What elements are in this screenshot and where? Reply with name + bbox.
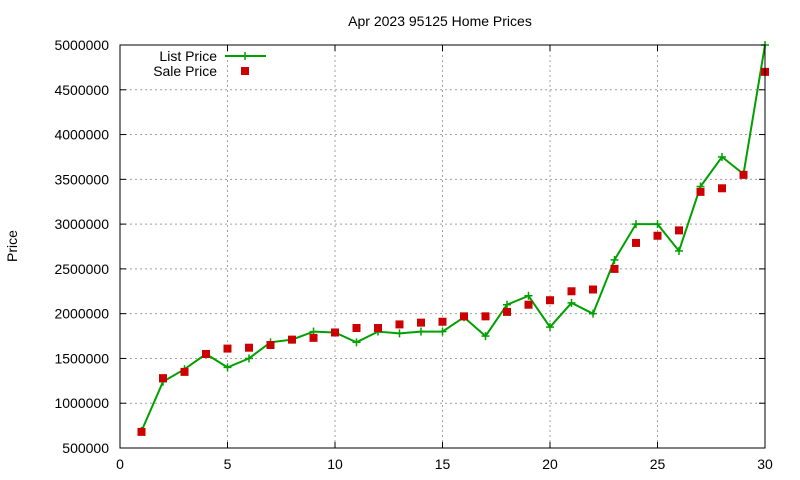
list-price-point [653, 220, 662, 229]
sale-price-point [503, 307, 511, 316]
list-price-point [481, 332, 490, 341]
list-price-point [546, 323, 554, 332]
legend-marker [241, 67, 249, 75]
y-tick-label: 1000000 [54, 395, 109, 411]
y-tick-label: 4500000 [54, 82, 109, 98]
list-price-line [140, 44, 766, 432]
y-axis-label: Price [4, 230, 20, 262]
sale-price-point [374, 323, 382, 332]
list-price-point [675, 246, 683, 255]
sale-price-point [567, 287, 576, 296]
legend-marker [241, 52, 249, 60]
x-tick-label: 20 [542, 456, 558, 472]
sale-price-point [331, 328, 339, 337]
x-tick-label: 30 [757, 456, 773, 472]
y-tick-label: 500000 [62, 440, 109, 456]
axis-ticks: 0 5 10 15 20 25 30 500000 1000000 1500000 2000000 2… [54, 37, 773, 472]
sale-price-point [438, 317, 447, 326]
plot-frame [119, 44, 766, 449]
x-tick-label: 0 [116, 456, 124, 472]
sale-price-point [309, 333, 318, 342]
sale-price-point [546, 296, 554, 305]
legend-entry-sale-price: Sale Price [153, 63, 249, 79]
sale-price-point [137, 427, 146, 436]
sale-price-point [653, 231, 662, 240]
sale-price-point [481, 312, 490, 321]
sale-price-point [739, 170, 748, 179]
grid [120, 45, 765, 448]
list-price-point [589, 309, 597, 318]
sale-price-point [718, 184, 726, 193]
list-price-point [718, 152, 726, 161]
sale-price-point [159, 374, 167, 383]
sale-price-point [202, 349, 210, 358]
list-price-point [395, 329, 404, 338]
sale-price-point [245, 343, 253, 352]
sale-price-point [610, 264, 619, 273]
sale-price-point [352, 323, 361, 332]
legend-label: List Price [159, 48, 217, 64]
legend-label: Sale Price [153, 63, 217, 79]
sale-price-point [460, 312, 468, 321]
sale-price-series [137, 67, 769, 436]
sale-price-point [395, 320, 404, 329]
list-price-point [352, 338, 361, 347]
list-price-point [245, 354, 253, 363]
sale-price-point [696, 187, 705, 196]
chart-title: Apr 2023 95125 Home Prices [348, 13, 532, 29]
sale-price-point [223, 344, 232, 353]
sale-price-point [589, 285, 597, 294]
list-price-point [223, 363, 232, 372]
list-price-point [567, 298, 576, 307]
y-tick-label: 2500000 [54, 261, 109, 277]
y-tick-label: 3000000 [54, 216, 109, 232]
sale-price-point [417, 318, 425, 327]
y-tick-label: 2000000 [54, 306, 109, 322]
list-price-point [632, 220, 640, 229]
list-price-point [438, 327, 447, 336]
x-tick-label: 25 [650, 456, 666, 472]
x-tick-label: 15 [435, 456, 451, 472]
list-price-point [417, 327, 425, 336]
legend-entry-list-price: List Price [159, 48, 266, 64]
sale-price-point [632, 238, 640, 247]
sale-price-point [180, 367, 189, 376]
y-tick-label: 5000000 [54, 37, 109, 53]
list-price-point [610, 255, 619, 264]
series [137, 41, 769, 436]
y-tick-label: 4000000 [54, 127, 109, 143]
list-price-point [524, 291, 533, 300]
sale-price-point [524, 300, 533, 309]
list-price-point [503, 300, 511, 309]
y-tick-label: 3500000 [54, 171, 109, 187]
x-tick-label: 5 [224, 456, 232, 472]
sale-price-point [266, 341, 275, 350]
sale-price-point [675, 226, 683, 235]
sale-price-point [288, 335, 296, 344]
y-tick-label: 1500000 [54, 350, 109, 366]
x-tick-label: 10 [327, 456, 343, 472]
list-price-series [137, 41, 769, 435]
